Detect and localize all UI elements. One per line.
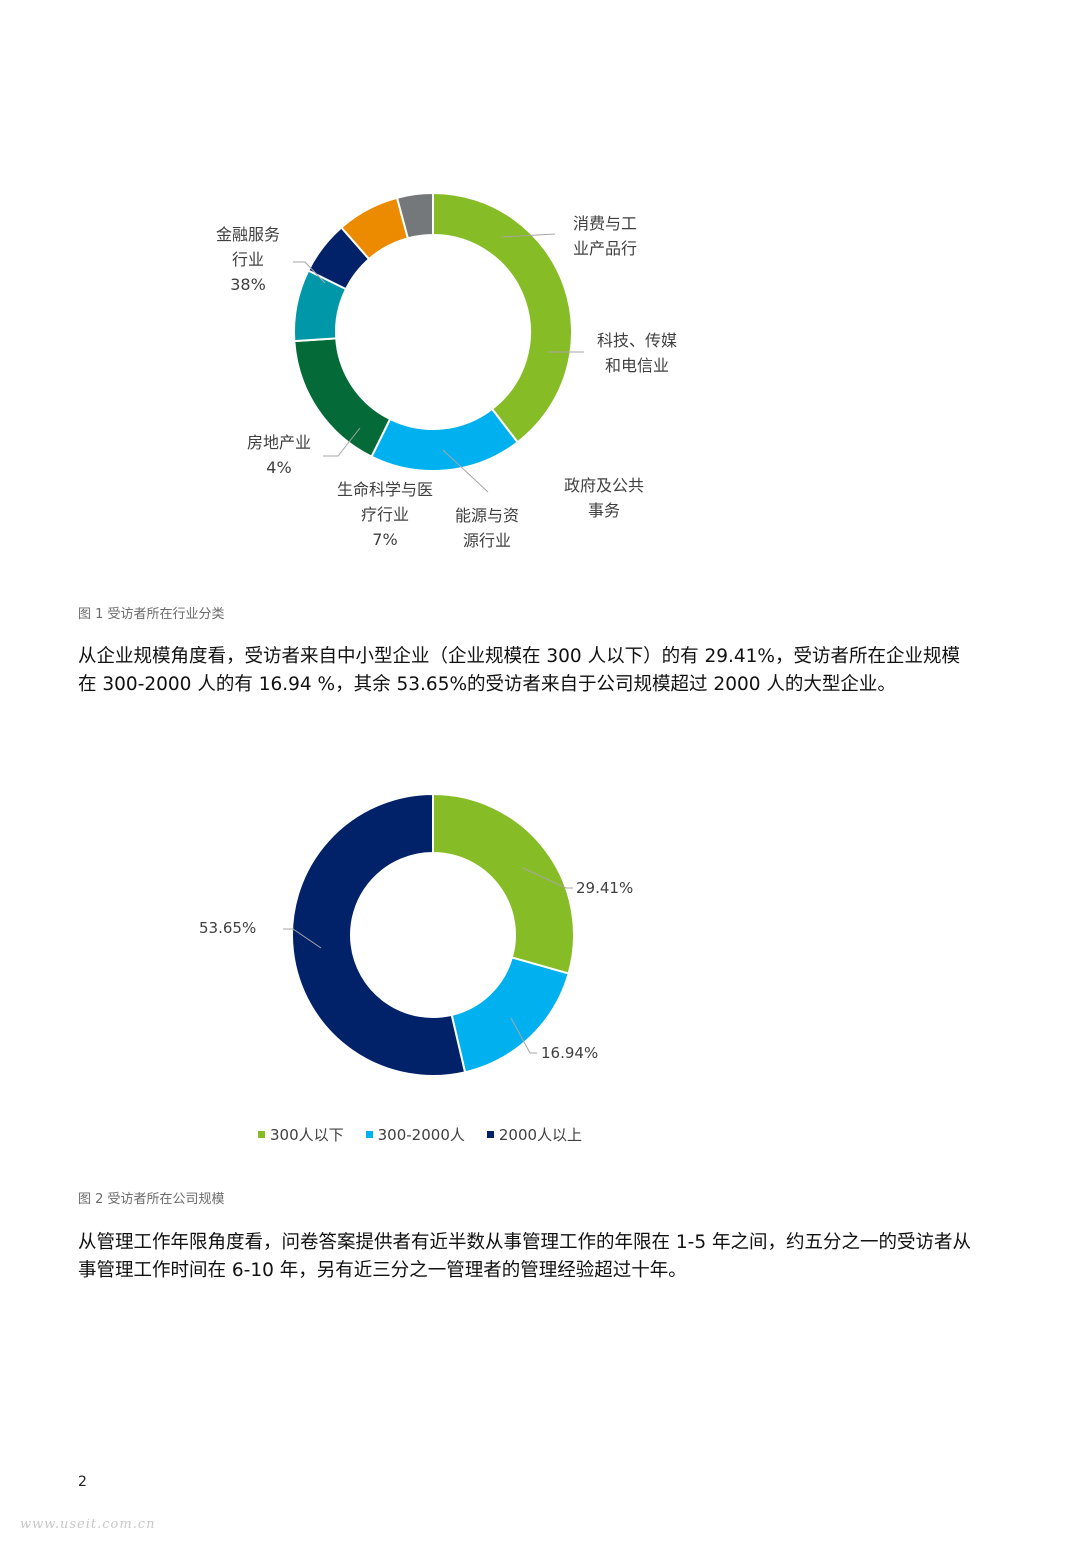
page-number: 2 <box>78 1474 87 1490</box>
label-life-sciences: 生命科学与医 疗行业 7% <box>336 480 433 549</box>
label-finance: 金融服务 行业 38% <box>215 225 280 294</box>
paragraph-management-years: 从管理工作年限角度看，问卷答案提供者有近半数从事管理工作的年限在 1-5 年之间… <box>78 1232 971 1281</box>
legend-item-small: 300人以下 <box>258 1124 344 1145</box>
industry-segment-6 <box>395 191 434 240</box>
label-large-share: 53.65% <box>199 919 257 937</box>
legend-swatch-large <box>486 1131 494 1138</box>
label-consumer: 消费与工 业产品行 <box>572 214 637 258</box>
company-size-donut <box>291 792 575 1077</box>
company-size-segment-0 <box>432 792 575 975</box>
label-energy: 能源与资 源行业 <box>454 506 519 550</box>
paragraph-company-size: 从企业规模角度看，受访者来自中小型企业（企业规模在 300 人以下）的有 29.… <box>78 646 960 695</box>
leader-lines-2 <box>283 867 573 1054</box>
label-real-estate: 房地产业 4% <box>246 433 311 477</box>
watermark: www.useit.com.cn <box>20 1517 156 1532</box>
label-small-share: 29.41% <box>576 879 634 897</box>
legend-swatch-small <box>258 1131 265 1138</box>
industry-segment-0 <box>432 191 573 444</box>
legend-item-medium: 300-2000人 <box>365 1124 465 1145</box>
leader-lines <box>293 233 584 493</box>
company-size-segment-2 <box>291 792 467 1077</box>
chart2-legend: 300人以下 300-2000人 2000人以上 <box>258 1124 582 1145</box>
label-government: 政府及公共 事务 <box>563 476 644 520</box>
industry-donut-chart <box>293 191 584 493</box>
legend-swatch-medium <box>365 1131 373 1138</box>
legend-item-large: 2000人以上 <box>486 1124 582 1145</box>
figure-1-caption: 图 1 受访者所在行业分类 <box>78 607 225 622</box>
label-tmt: 科技、传媒 和电信业 <box>596 331 677 375</box>
label-medium-share: 16.94% <box>541 1044 599 1062</box>
industry-donut <box>293 191 573 472</box>
figure-2-caption: 图 2 受访者所在公司规模 <box>78 1192 225 1207</box>
